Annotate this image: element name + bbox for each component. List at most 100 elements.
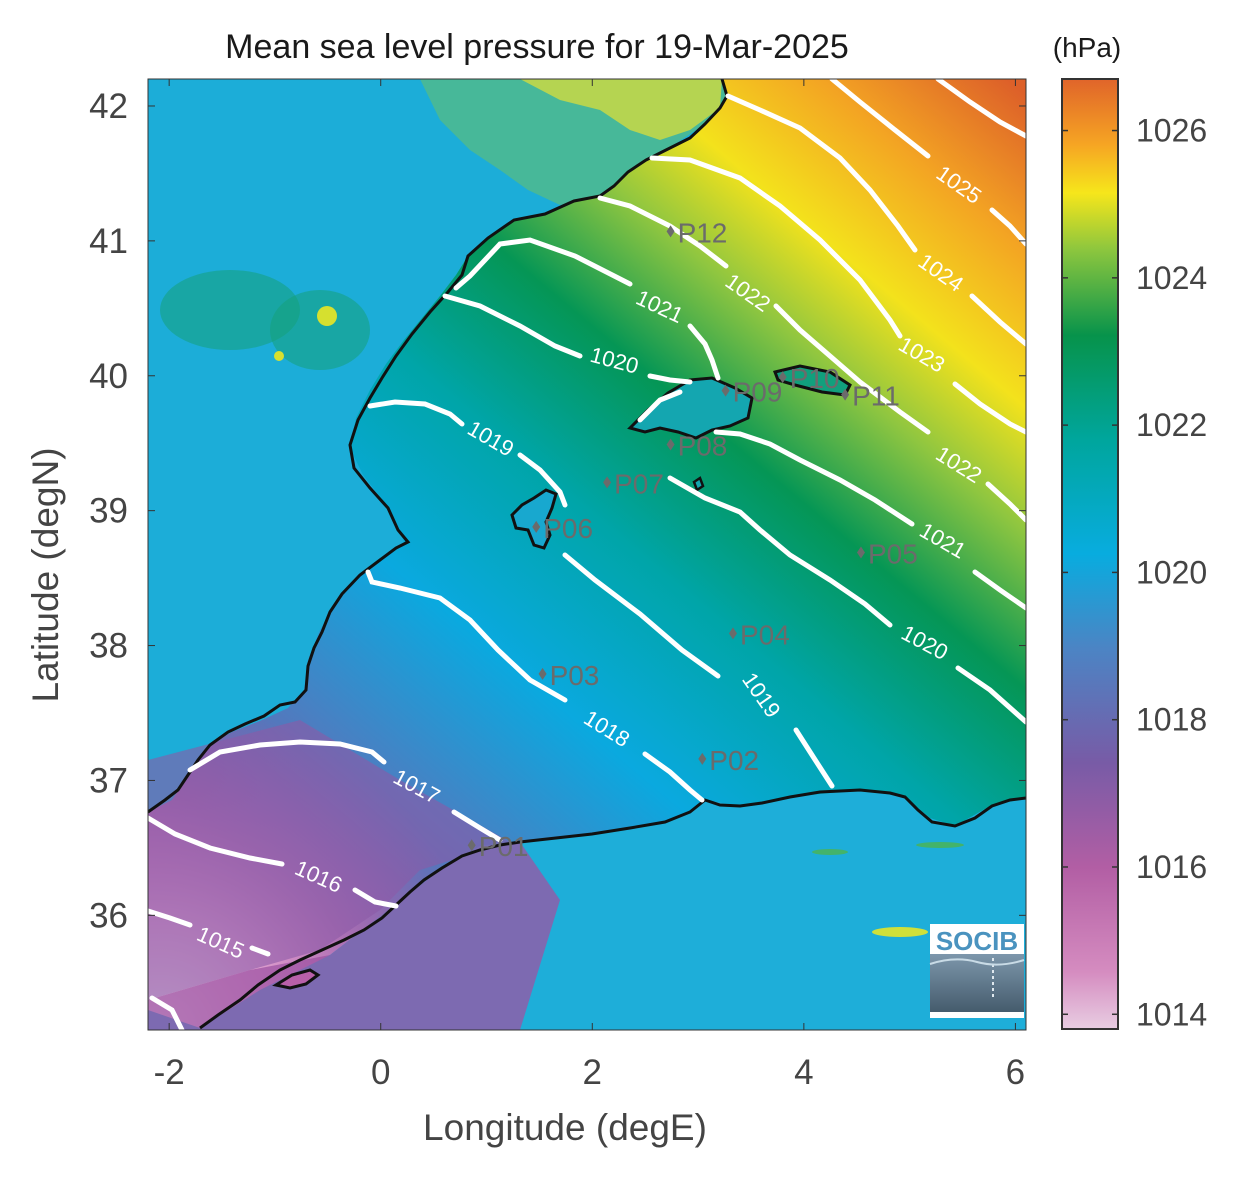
- pyrenees-land-field: [520, 79, 722, 140]
- isobar-1020: [647, 373, 693, 385]
- map-title: Mean sea level pressure for 19-Mar-2025: [225, 28, 849, 66]
- station-marker: [603, 476, 612, 489]
- station-marker: [538, 667, 547, 680]
- y-tick-label: 39: [89, 492, 128, 531]
- station-marker: [666, 225, 675, 238]
- station-label: P07: [614, 468, 664, 499]
- station-marker: [841, 388, 850, 401]
- y-tick-label: 41: [89, 222, 128, 261]
- isobar-1018: [642, 751, 705, 803]
- plateau-patch: [270, 290, 370, 370]
- station-marker: [728, 627, 737, 640]
- isobar-1023: [952, 381, 1026, 435]
- station-marker: [721, 384, 730, 397]
- station-marker: [698, 752, 707, 765]
- isobar-1019: [517, 452, 568, 508]
- coastline-iberia: [148, 79, 729, 814]
- station-label: P06: [543, 513, 593, 544]
- y-axis-label: Latitude (degN): [25, 447, 66, 702]
- station-label: P04: [740, 619, 790, 650]
- isobar-1015: [148, 908, 193, 928]
- y-tick-label: 38: [89, 627, 128, 666]
- colorbar-tick-label: 1018: [1136, 702, 1207, 738]
- colorbar: [1061, 78, 1119, 1030]
- isobar-1021: [972, 569, 1026, 611]
- station-label: P11: [852, 381, 900, 412]
- x-tick-label: 6: [1006, 1053, 1025, 1092]
- ibiza-island: [510, 488, 558, 550]
- x-axis-ticks: -2 0 2 4 6: [154, 79, 1025, 1092]
- southern-iberia-field: [148, 720, 510, 1000]
- y-tick-label: 42: [89, 87, 128, 126]
- x-tick-label: 0: [371, 1053, 390, 1092]
- y-axis-ticks: 36 37 38 39 40 41 42: [89, 87, 1026, 935]
- x-axis-label: Longitude (degE): [423, 1107, 707, 1148]
- isobar-1017: [187, 739, 387, 773]
- y-tick-label: 36: [89, 896, 128, 935]
- y-tick-label: 37: [89, 761, 128, 800]
- isobar-1016: [352, 887, 399, 909]
- colorbar-tick-label: 1022: [1136, 407, 1207, 443]
- isobar-1021: [713, 429, 915, 527]
- map-plot-area: 1015101610171018101910191020102010211021…: [148, 79, 1026, 1030]
- isobar-1022: [773, 303, 931, 435]
- isobar-1024: [969, 293, 1026, 347]
- x-tick-label: 2: [583, 1053, 602, 1092]
- isobar-1018: [365, 569, 568, 703]
- isobar-1020: [667, 475, 893, 628]
- isobar-1025: [829, 79, 931, 159]
- isobar-1026: [935, 79, 1026, 139]
- station-marker: [532, 520, 541, 533]
- logo-wave: [929, 958, 1025, 966]
- north-africa-west-field: [148, 842, 560, 1030]
- station-marker: [778, 371, 787, 384]
- atlas-high-ground: [812, 849, 848, 855]
- high-ground-spot: [274, 351, 284, 361]
- isobar-1015: [249, 945, 271, 957]
- logo-frame: [930, 1012, 1024, 1018]
- isobar-1024: [725, 93, 918, 253]
- map-frame: [147, 78, 1027, 1031]
- alboran-island: [272, 968, 321, 990]
- isobar-1019: [367, 399, 465, 427]
- atlas-high-ground: [916, 842, 964, 848]
- iberia-land-field: [148, 79, 727, 812]
- isobar-1020: [442, 293, 583, 359]
- isobar-1020: [955, 665, 1026, 725]
- isobar-1025: [989, 207, 1026, 247]
- colorbar-tick-label: 1024: [1136, 260, 1207, 296]
- logo-band: [930, 924, 1024, 954]
- colorbar-unit-label: (hPa): [1053, 32, 1121, 63]
- isobar-1017: [451, 809, 503, 843]
- isobar-1019: [562, 552, 721, 679]
- isobar-1019: [793, 727, 835, 789]
- station-marker: [856, 546, 865, 559]
- plateau-patch: [160, 270, 300, 350]
- coastline-africa: [199, 788, 1026, 1030]
- atlas-high-ground: [872, 927, 928, 937]
- station-label: P08: [678, 431, 728, 462]
- mallorca-island: [627, 376, 754, 440]
- high-ground-spot: [317, 306, 337, 326]
- isobar-1021: [687, 323, 721, 381]
- isobar-1020: [637, 389, 683, 423]
- colorbar-ticks: 1014 1016 1018 1020 1022 1024 1026: [1062, 113, 1207, 1032]
- isobar-1023: [649, 155, 903, 339]
- station-label: P09: [733, 377, 783, 408]
- x-tick-label: -2: [154, 1053, 185, 1092]
- isobar-1015: [149, 995, 185, 1030]
- isobar-lines: [148, 79, 1026, 1030]
- colorbar-tick-label: 1020: [1136, 554, 1207, 590]
- station-label: P10: [790, 363, 840, 394]
- colorbar-tick-label: 1016: [1136, 849, 1207, 885]
- station-marker: [467, 839, 476, 852]
- isobar-1022: [985, 481, 1026, 523]
- station-label: P01: [479, 831, 529, 862]
- logo-text: SOCIB: [936, 926, 1018, 956]
- station-label: P02: [709, 745, 759, 776]
- isobar-1016: [148, 815, 285, 867]
- colorbar-tick-label: 1014: [1136, 996, 1207, 1032]
